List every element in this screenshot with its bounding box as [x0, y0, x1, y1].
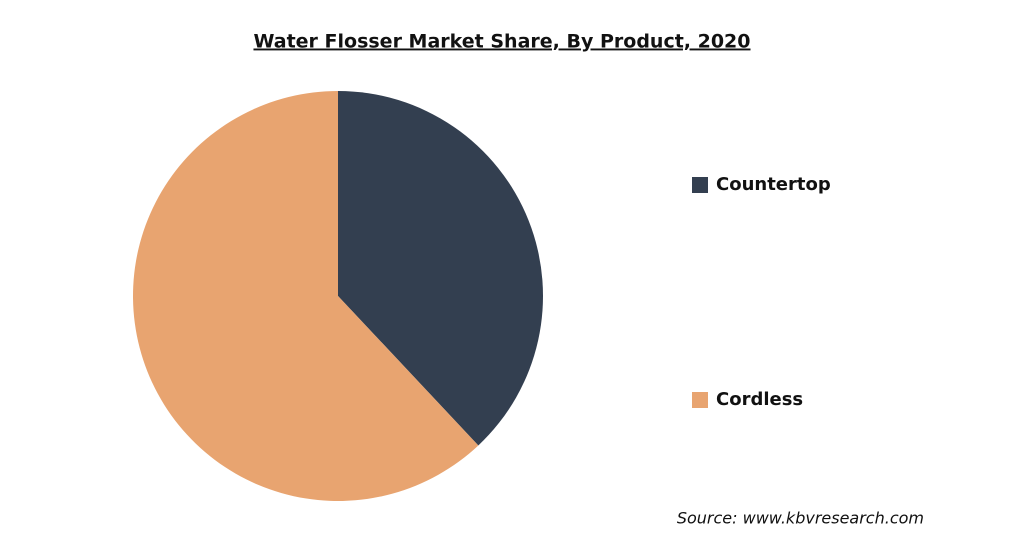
chart-title: Water Flosser Market Share, By Product, …	[253, 31, 750, 53]
pie-slice	[132, 91, 479, 501]
legend-swatch	[692, 392, 708, 408]
legend-label: Countertop	[716, 174, 831, 195]
source: Source: www.kbvresearch.com	[677, 509, 924, 528]
pie-slice	[338, 91, 543, 446]
legend-swatch	[692, 177, 708, 193]
legend-label: Cordless	[716, 389, 803, 410]
